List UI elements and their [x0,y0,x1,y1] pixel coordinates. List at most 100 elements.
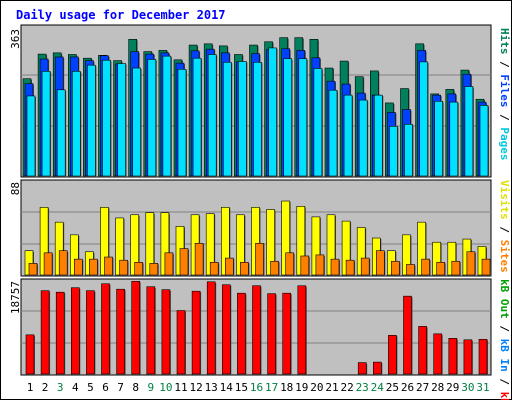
bar-sites-day-8 [134,262,143,276]
svg-text:Hits / Files / Pages: Hits / Files / Pages [498,28,511,161]
bars-layer [22,37,491,375]
bar-kb-f-day-30 [463,339,473,375]
x-tick-label: 4 [72,381,79,394]
x-tick-label: 3 [57,381,64,394]
bar-sites-day-11 [179,248,189,276]
x-tick-label: 14 [220,381,234,394]
bar-kb-f-day-17 [267,293,276,375]
bar-pages-day-26 [404,123,413,177]
x-tick-label: 16 [250,381,263,394]
bar-sites-day-7 [119,259,128,276]
x-tick-label: 18 [280,381,293,394]
bar-kb-f-day-1 [25,334,35,375]
bar-pages-day-18 [283,58,293,177]
bar-pages-day-8 [132,67,141,177]
x-tick-label: 30 [461,381,474,394]
x-tick-label: 29 [446,381,459,394]
bar-pages-day-7 [117,63,126,177]
x-tick-label: 6 [102,381,109,394]
x-tick-label: 10 [159,381,172,394]
bar-kb-f-day-14 [222,284,231,375]
legend-sep: / [498,319,511,339]
bar-pages-day-10 [162,55,172,177]
bar-pages-day-20 [313,68,323,177]
bar-kb-f-day-7 [116,288,125,375]
bar-pages-day-11 [177,68,187,177]
legend-pages: Pages [498,127,511,160]
bar-sites-day-6 [104,256,113,276]
kb-ymax-label: 18757 [9,281,22,314]
bar-sites-day-17 [270,260,279,276]
legend-sep: / [498,220,511,240]
bar-sites-day-4 [74,258,83,276]
bar-sites-day-31 [481,258,491,276]
bar-pages-day-15 [238,61,247,177]
bar-kb-f-day-26 [403,295,412,375]
bar-kb-f-day-11 [176,310,186,375]
bar-sites-day-14 [225,257,234,276]
bar-pages-day-22 [343,94,353,177]
bar-sites-day-20 [315,254,325,276]
x-tick-label: 31 [476,381,489,394]
legend-kb-out: kB Out [498,279,511,319]
bar-sites-day-18 [285,252,295,276]
bar-kb-f-day-29 [448,338,458,375]
bar-kb-f-day-19 [297,285,307,375]
bar-sites-day-21 [330,258,340,276]
bar-pages-day-29 [449,101,459,177]
svg-text:kB Out / kB In / kB F: kB Out / kB In / kB F [498,279,511,400]
bar-pages-day-2 [41,71,51,177]
bar-sites-day-23 [360,257,370,276]
bar-sites-day-27 [421,258,430,276]
bar-kb-f-day-3 [55,291,65,375]
bar-pages-day-24 [373,94,383,177]
bar-pages-day-16 [253,62,262,177]
legend-hits: Hits [498,28,511,55]
bar-pages-day-30 [464,86,474,177]
bar-kb-f-day-8 [131,280,140,375]
bar-pages-day-28 [434,100,444,177]
bar-pages-day-5 [87,64,96,177]
bar-kb-f-day-10 [161,289,171,375]
bar-sites-day-16 [255,242,264,276]
bar-pages-day-21 [328,89,338,177]
x-tick-label: 8 [132,381,139,394]
bar-kb-f-day-9 [146,286,156,375]
x-tick-label: 19 [295,381,308,394]
bar-pages-day-27 [419,61,428,177]
bar-pages-day-9 [147,59,157,177]
bar-pages-day-1 [26,95,36,177]
bar-kb-f-day-13 [206,281,216,375]
bar-sites-day-28 [436,262,446,276]
legend-sep: / [498,55,511,75]
legend-files: Files [498,74,511,107]
x-tick-label: 7 [117,381,124,394]
x-tick-label: 25 [386,381,399,394]
bar-pages-day-14 [223,62,232,177]
bar-kb-f-day-16 [252,285,261,375]
bar-sites-day-15 [240,262,249,276]
x-tick-label: 11 [174,381,187,394]
x-axis-labels: 1 2 3 4 5 6 7 8 9 10 11 12 13 14 15 16 17 18 19 20 21 22 23 24 2… [27,381,490,394]
x-tick-label: 9 [147,381,154,394]
legend-sep: / [498,108,511,128]
bar-sites-day-1 [28,263,38,276]
bar-kb-f-day-27 [418,326,427,375]
bar-sites-day-3 [58,250,68,276]
x-tick-label: 13 [205,381,218,394]
x-tick-label: 23 [356,381,369,394]
bar-kb-f-day-18 [282,292,292,375]
svg-text:Visits / Sites: Visits / Sites [498,180,511,273]
bar-sites-day-12 [194,242,204,276]
x-tick-label: 22 [340,381,353,394]
x-tick-label: 28 [431,381,444,394]
bar-kb-f-day-2 [40,290,50,375]
legend-sites: Sites [498,240,511,273]
bar-sites-day-13 [209,262,219,276]
bar-kb-f-day-28 [433,333,443,375]
bar-sites-day-10 [164,252,174,276]
bar-kb-f-day-12 [191,290,201,375]
legend-visits: Visits [498,180,511,220]
bar-pages-day-19 [298,58,308,177]
x-tick-label: 20 [310,381,323,394]
